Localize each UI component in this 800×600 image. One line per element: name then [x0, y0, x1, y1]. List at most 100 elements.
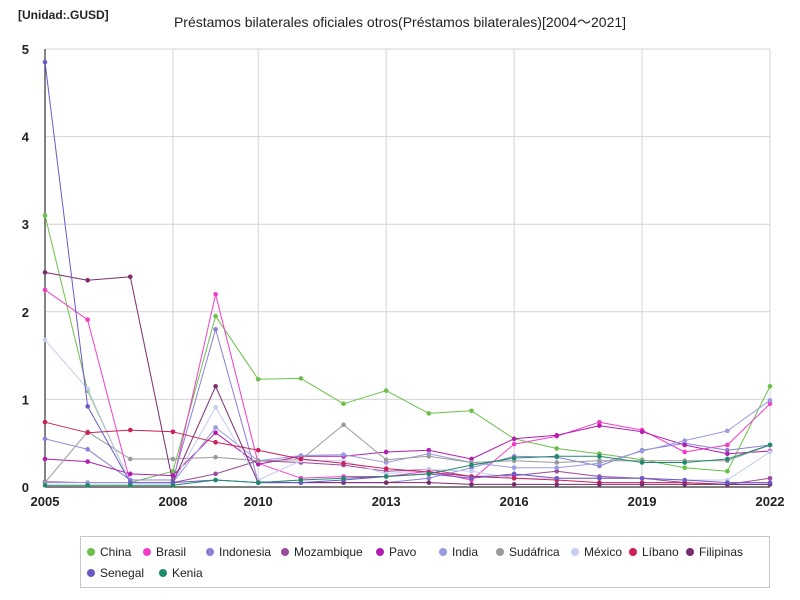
data-point [85, 459, 90, 464]
series-brasil [42, 287, 773, 485]
data-point [554, 446, 560, 451]
data-point [298, 477, 304, 483]
data-point [554, 475, 560, 481]
x-tick-label: 2019 [628, 494, 657, 509]
data-point [255, 480, 261, 485]
legend-item: China [87, 544, 131, 559]
data-point [85, 447, 90, 452]
legend-label: Pavo [389, 544, 417, 559]
data-point [341, 401, 346, 407]
data-point [725, 468, 730, 474]
data-point [426, 480, 432, 485]
data-point [511, 436, 517, 442]
series-line [44, 62, 770, 484]
data-point [469, 456, 474, 462]
series-line [44, 215, 771, 484]
data-point [383, 388, 389, 393]
data-point [469, 475, 474, 481]
data-point [469, 468, 474, 474]
data-point [639, 482, 645, 487]
legend-item: Brasil [143, 544, 186, 559]
legend-swatch [206, 547, 214, 556]
x-tick-label: 2022 [756, 494, 785, 509]
data-point [682, 465, 688, 471]
data-point [383, 480, 389, 485]
data-point [597, 482, 602, 487]
legend-label: Indonesia [219, 544, 272, 559]
data-point [597, 419, 602, 425]
data-point [511, 475, 517, 481]
data-point [341, 475, 346, 481]
data-point [255, 458, 261, 464]
data-point [85, 386, 90, 392]
series-line [44, 425, 771, 477]
data-point [725, 456, 730, 462]
data-point [767, 383, 773, 389]
data-point [597, 475, 602, 481]
legend-item: Senegal [87, 565, 144, 580]
series-line [44, 289, 771, 484]
data-point [213, 425, 218, 430]
data-point [725, 442, 730, 448]
series-line [45, 444, 771, 486]
legend-item: Sudáfrica [496, 544, 560, 559]
series-indonesia [42, 327, 773, 485]
data-point [554, 468, 560, 474]
data-point [469, 482, 474, 487]
legend-label: Filipinas [699, 544, 744, 559]
data-point [213, 471, 218, 477]
data-point [682, 460, 688, 465]
x-tick-label: 2008 [158, 494, 187, 509]
series-line [44, 271, 770, 485]
data-point [426, 447, 432, 453]
legend-label: India [452, 544, 479, 559]
legend-swatch [159, 568, 167, 577]
data-point [554, 454, 560, 459]
data-point [767, 475, 773, 481]
data-point [639, 429, 645, 435]
legend-label: Líbano [642, 544, 679, 559]
data-point [42, 456, 48, 462]
chart-title: Préstamos bilaterales oficiales otros(Pr… [173, 14, 627, 30]
data-point [511, 441, 517, 447]
legend-label: Kenia [172, 565, 203, 580]
data-point [383, 457, 389, 463]
data-point [767, 480, 773, 485]
legend-label: Senegal [100, 565, 145, 580]
data-point [682, 482, 688, 487]
legend-item: Indonesia [206, 544, 271, 559]
data-point [682, 477, 688, 483]
data-point [725, 451, 730, 457]
chart-legend: China Brasil Indonesia Mozambique Pavo India S… [80, 536, 770, 588]
data-point [170, 429, 176, 435]
data-point [511, 455, 517, 461]
data-point [85, 404, 90, 409]
data-point [426, 471, 432, 477]
data-point [42, 337, 48, 343]
legend-swatch [376, 547, 384, 556]
data-point [213, 430, 218, 435]
data-point [639, 460, 645, 465]
data-point [85, 482, 90, 488]
y-tick-label: 3 [22, 217, 29, 232]
series-l-bano [42, 419, 773, 487]
data-point [213, 454, 218, 460]
x-tick-label: 2010 [244, 494, 273, 509]
data-point [469, 462, 474, 468]
data-point [426, 475, 432, 481]
legend-label: México [584, 544, 623, 559]
data-point [42, 59, 48, 65]
data-point [554, 433, 560, 438]
y-tick-label: 4 [22, 130, 30, 145]
data-point [597, 458, 602, 464]
legend-item: Líbano [629, 544, 679, 559]
data-point [127, 482, 133, 488]
data-point [85, 277, 90, 283]
data-point [682, 438, 688, 443]
data-point [426, 454, 432, 459]
legend-item: India [439, 544, 478, 559]
data-point [213, 404, 218, 410]
series-senegal [42, 59, 773, 485]
legend-swatch [87, 547, 95, 556]
data-point [255, 461, 261, 467]
